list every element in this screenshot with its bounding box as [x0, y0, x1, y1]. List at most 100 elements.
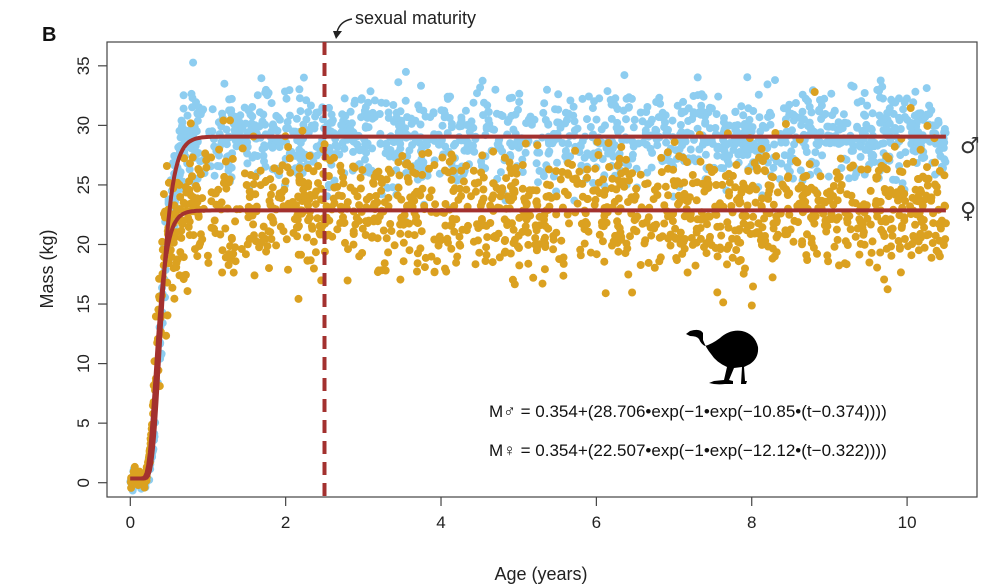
data-point — [583, 165, 592, 174]
data-point — [463, 121, 472, 129]
data-point — [747, 301, 756, 310]
data-point — [693, 73, 702, 82]
data-point — [820, 197, 829, 206]
data-point — [586, 123, 595, 131]
data-point — [506, 249, 515, 258]
data-point — [868, 237, 877, 246]
data-point — [707, 241, 716, 249]
data-point — [170, 294, 179, 303]
data-point — [478, 76, 487, 85]
data-point — [632, 184, 641, 193]
data-point — [504, 115, 513, 124]
data-point — [508, 219, 516, 228]
data-point — [401, 96, 410, 105]
data-point — [940, 171, 949, 180]
data-point — [873, 263, 882, 272]
data-point — [413, 267, 421, 276]
data-point — [267, 190, 275, 199]
data-point — [191, 245, 199, 254]
data-point — [895, 113, 903, 122]
data-point — [531, 221, 540, 230]
data-point — [455, 232, 464, 241]
sexual-maturity-label: sexual maturity — [355, 8, 476, 28]
data-point — [169, 238, 178, 247]
data-point — [595, 230, 604, 239]
data-point — [350, 163, 359, 172]
data-point — [900, 235, 909, 243]
data-point — [417, 81, 425, 90]
data-point — [488, 125, 497, 134]
data-point — [760, 214, 769, 223]
data-point — [738, 211, 747, 220]
data-point — [257, 238, 266, 247]
data-point — [941, 202, 950, 211]
data-point — [931, 158, 939, 167]
data-point — [715, 201, 724, 210]
data-point — [211, 189, 220, 198]
data-point — [306, 101, 315, 110]
data-point — [764, 194, 773, 203]
y-tick-label: 30 — [74, 116, 93, 135]
data-point — [755, 113, 764, 122]
data-point — [441, 221, 450, 230]
data-point — [535, 212, 544, 221]
data-point — [884, 192, 893, 201]
data-point — [825, 187, 834, 196]
arrow-head-icon — [333, 31, 342, 39]
data-point — [796, 114, 804, 122]
data-point — [158, 237, 167, 246]
data-point — [338, 110, 347, 119]
data-point — [721, 172, 730, 180]
data-point — [521, 148, 530, 157]
data-point — [174, 143, 183, 152]
data-point — [643, 168, 652, 177]
data-point — [628, 154, 637, 163]
data-point — [541, 221, 550, 230]
data-point — [394, 158, 403, 167]
data-point — [531, 234, 540, 242]
data-point — [311, 248, 320, 257]
data-point — [810, 219, 819, 228]
data-point — [464, 221, 472, 230]
data-point — [646, 118, 655, 127]
data-point — [650, 185, 659, 194]
data-point — [802, 148, 811, 156]
data-point — [734, 238, 743, 247]
data-point — [918, 172, 927, 181]
data-point — [557, 236, 566, 245]
data-point — [816, 172, 825, 181]
data-point — [614, 127, 622, 136]
data-point — [430, 235, 439, 244]
data-point — [276, 222, 285, 231]
y-tick-label: 5 — [74, 418, 93, 427]
data-point — [789, 237, 798, 246]
data-point — [556, 175, 565, 184]
data-point — [220, 79, 229, 88]
data-point — [692, 196, 701, 205]
data-point — [412, 187, 421, 196]
data-point — [853, 224, 862, 233]
data-point — [753, 228, 762, 237]
data-point — [856, 217, 865, 226]
data-point — [678, 249, 687, 258]
data-point — [218, 246, 227, 255]
data-point — [601, 186, 610, 195]
data-point — [919, 216, 928, 224]
data-point — [386, 146, 395, 154]
data-point — [449, 141, 458, 150]
data-point — [303, 256, 312, 265]
data-point — [178, 118, 187, 127]
data-point — [834, 213, 843, 222]
data-point — [489, 147, 498, 156]
data-point — [611, 94, 620, 103]
data-point — [228, 154, 237, 163]
data-point — [519, 212, 528, 221]
data-point — [388, 183, 397, 192]
data-point — [333, 143, 342, 152]
data-point — [541, 116, 550, 124]
data-point — [688, 171, 697, 179]
data-point — [714, 142, 723, 151]
data-point — [325, 119, 334, 127]
data-point — [521, 139, 530, 148]
data-point — [827, 215, 836, 223]
